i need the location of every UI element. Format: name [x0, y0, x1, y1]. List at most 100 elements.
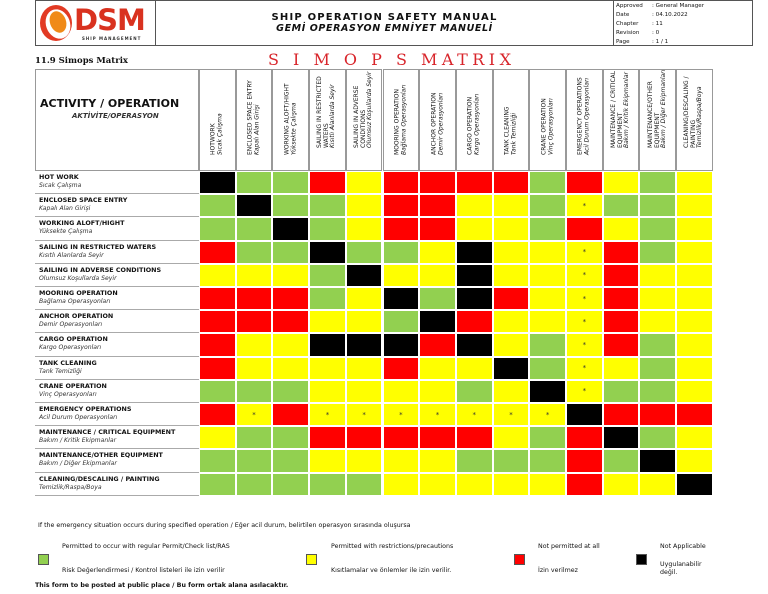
document-meta: Approved: General Manager Date: 04.10.20…	[614, 1, 752, 45]
matrix-cell	[309, 240, 346, 264]
row-label-en: SAILING IN ADVERSE CONDITIONS	[39, 265, 162, 274]
matrix-cell	[199, 333, 236, 357]
row-label-en: CRANE OPERATION	[39, 381, 107, 390]
matrix-cell	[419, 426, 456, 450]
matrix-cell	[455, 194, 493, 218]
legend-label-tr: Risk Değerlendirmesi / Kontrol listeleri…	[62, 567, 225, 574]
matrix-cell	[602, 426, 640, 450]
matrix-cell	[492, 194, 530, 218]
column-label-tr: Bağlama Operasyonları	[399, 84, 407, 155]
row-label-en: CLEANING/DESCALING / PAINTING	[39, 474, 160, 483]
matrix-cell	[272, 240, 310, 264]
matrix-cell	[382, 472, 420, 496]
matrix-cell	[455, 287, 493, 311]
matrix-cell	[382, 356, 420, 380]
matrix-cell	[602, 449, 640, 473]
matrix-cell	[455, 472, 493, 496]
matrix-cell	[345, 333, 383, 357]
matrix-cell-mark: *	[235, 403, 273, 427]
matrix-cell	[309, 194, 346, 218]
matrix-cell	[235, 449, 273, 473]
column-label-tr: Kargo Operasyonları	[473, 93, 481, 155]
column-header-label: WORKING ALOFT/HIGHT Yüksekte Çalışma	[283, 70, 297, 155]
matrix-cell	[676, 333, 713, 357]
matrix-cell-mark: *	[566, 356, 603, 380]
matrix-cell	[529, 240, 566, 264]
matrix-cell	[676, 379, 713, 403]
matrix-cell	[492, 310, 530, 334]
legend-label-en: Permitted to occur with regular Permit/C…	[62, 543, 230, 550]
matrix-cell	[676, 449, 713, 473]
matrix-cell-mark: *	[345, 403, 383, 427]
matrix-cell	[676, 472, 713, 496]
matrix-title: S I M O P S MATRIX	[268, 50, 516, 69]
matrix-cell	[235, 310, 273, 334]
matrix-cell	[602, 240, 640, 264]
meta-row: Approved: General Manager	[616, 2, 705, 9]
column-label-tr: Bakım / Diğer Ekipmanları	[660, 69, 668, 149]
matrix-cell	[676, 310, 713, 334]
column-label-tr: Yüksekte Çalışma	[289, 102, 297, 155]
matrix-cell	[199, 449, 236, 473]
row-header: ENCLOSED SPACE ENTRY Kapalı Alan Girişi	[35, 194, 199, 218]
legend-swatch	[514, 554, 525, 565]
matrix-cell	[419, 472, 456, 496]
matrix-cell	[309, 472, 346, 496]
row-label-tr: Kapalı Alan Girişi	[39, 205, 91, 213]
meta-row: Revision: 0	[616, 29, 660, 36]
column-label-tr: Demir Operasyonları	[436, 92, 444, 155]
column-header: TANK CLEANING Tank Temizliği	[492, 69, 530, 171]
matrix-cell-mark: *	[566, 263, 603, 287]
matrix-cell-mark: *	[382, 403, 420, 427]
row-header: MAINTENANCE / CRITICAL EQUIPMENT Bakım / …	[35, 426, 199, 450]
column-label-tr: Bakım / Kritik Ekipmanlar	[623, 72, 631, 149]
matrix-cell	[382, 379, 420, 403]
matrix-cell	[419, 310, 456, 334]
matrix-cell	[199, 171, 236, 195]
matrix-cell	[419, 356, 456, 380]
column-header-label: SAILING IN ADVERSE CONDITIONS Olumsuz Koş…	[353, 70, 374, 148]
matrix-cell	[382, 426, 420, 450]
matrix-cell	[602, 310, 640, 334]
matrix-cell	[602, 194, 640, 218]
legend-label-en: Not Applicable	[660, 543, 706, 550]
matrix-cell	[455, 379, 493, 403]
matrix-cell	[602, 356, 640, 380]
matrix-cell	[602, 287, 640, 311]
matrix-cell	[419, 449, 456, 473]
column-header-label: ENCLOSED SPACE ENTRY Kapalı Alan Girişi	[246, 70, 260, 155]
corner-label-tr: AKTİVİTE/OPERASYON	[72, 112, 159, 120]
matrix-cell	[199, 217, 236, 241]
row-label-tr: Demir Operasyonları	[39, 321, 103, 329]
row-header: WORKING ALOFT/HIGHT Yüksekte Çalışma	[35, 217, 199, 241]
row-label-en: ANCHOR OPERATION	[39, 312, 114, 321]
column-label-tr: Kısıtlı Alanlarda Seyir	[329, 84, 337, 149]
matrix-cell	[492, 449, 530, 473]
matrix-cell	[235, 263, 273, 287]
matrix-cell	[602, 472, 640, 496]
matrix-cell	[382, 287, 420, 311]
column-header-label: TANK CLEANING Tank Temizliği	[503, 70, 517, 154]
matrix-cell	[235, 333, 273, 357]
matrix-cell	[455, 449, 493, 473]
row-header: CRANE OPERATION Vinç Operasyonları	[35, 380, 199, 403]
matrix-cell	[272, 263, 310, 287]
matrix-cell	[235, 217, 273, 241]
row-header: ANCHOR OPERATION Demir Operasyonları	[35, 310, 199, 334]
row-header: MAINTENANCE/OTHER EQUIPMENT Bakım / Diğer…	[35, 449, 199, 473]
matrix-cell	[566, 217, 603, 241]
matrix-cell-mark: *	[566, 240, 603, 264]
matrix-cell	[492, 287, 530, 311]
matrix-cell-mark: *	[492, 403, 530, 427]
document-header: DSM SHIP MANAGEMENT SHIP OPERATION SAFET…	[35, 0, 753, 46]
matrix-cell	[382, 310, 420, 334]
corner-label-en: ACTIVITY / OPERATION	[40, 97, 180, 110]
column-header-label: CRANE OPERATION Vinç Operasyonları	[540, 70, 554, 155]
matrix-cell-mark: *	[455, 403, 493, 427]
matrix-cell	[199, 240, 236, 264]
row-header: TANK CLEANING Tank Temizliği	[35, 357, 199, 380]
matrix-cell	[199, 263, 236, 287]
matrix-cell	[382, 449, 420, 473]
column-header: EMERGENCY OPERATIONS Acil Durum Operasyon…	[566, 69, 603, 171]
matrix-cell	[492, 217, 530, 241]
